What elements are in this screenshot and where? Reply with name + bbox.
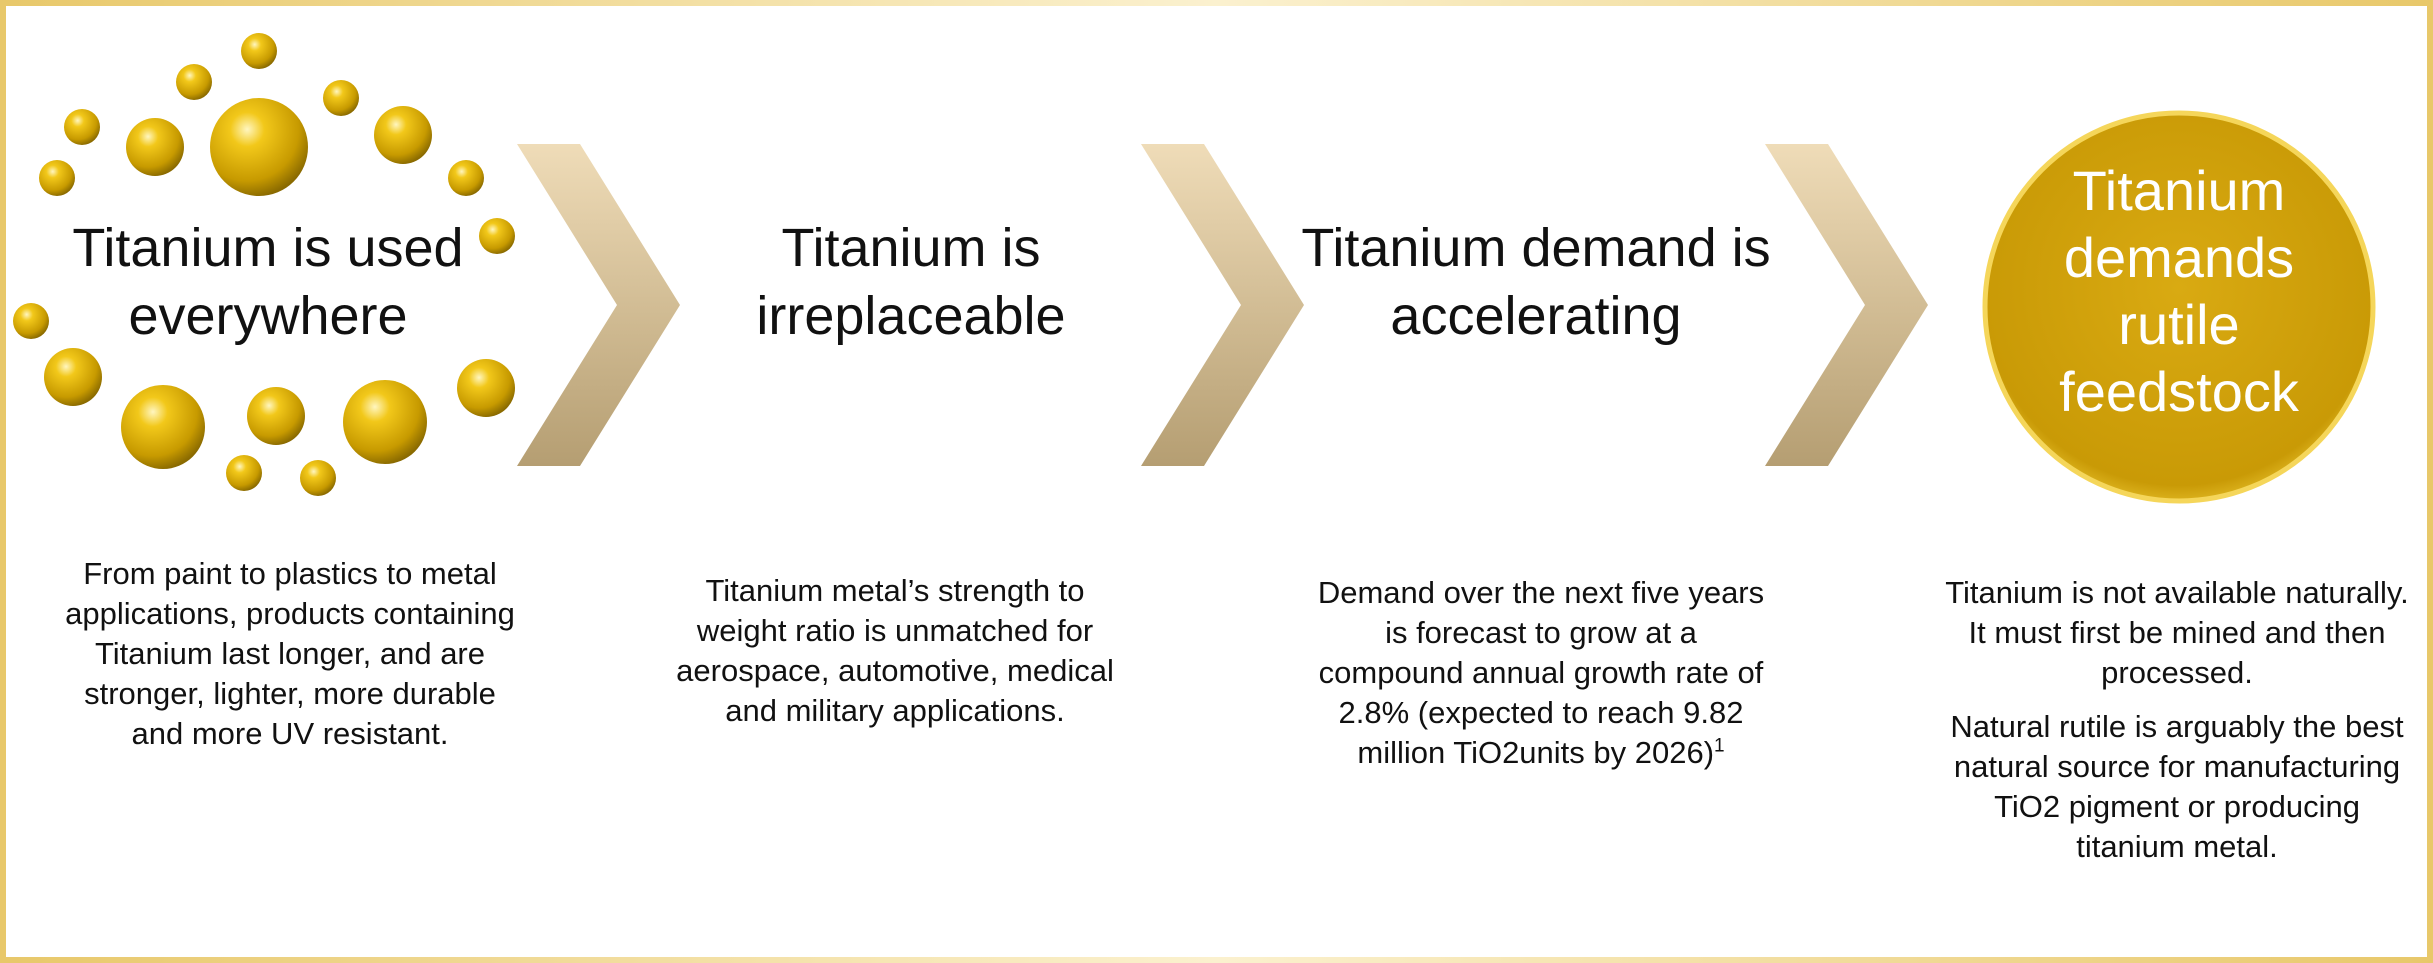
- description-text: Titanium is not available naturally. It …: [1942, 573, 2412, 693]
- step-title: Titanium demand is accelerating: [1296, 214, 1776, 350]
- description-text: Demand over the next five years is forec…: [1316, 573, 1766, 773]
- step-description: Titanium metal’s strength to weight rati…: [660, 571, 1130, 745]
- description-text: Demand over the next five years is forec…: [1318, 575, 1764, 770]
- step-title: Titanium is irreplaceable: [691, 214, 1131, 350]
- chevron: [1765, 144, 1928, 466]
- chevron: [1141, 144, 1304, 466]
- description-text: Titanium metal’s strength to weight rati…: [660, 571, 1130, 731]
- description-text: Natural rutile is arguably the best natu…: [1942, 707, 2412, 867]
- step-description: Titanium is not available naturally. It …: [1942, 573, 2412, 881]
- chevron: [517, 144, 680, 466]
- slide: Titanium is used everywhere Titanium is …: [0, 0, 2433, 963]
- step-description: Demand over the next five years is forec…: [1316, 573, 1766, 787]
- step-description: From paint to plastics to metal applicat…: [60, 554, 520, 768]
- footnote-marker: 1: [1714, 736, 1725, 757]
- step-title: Titanium is used everywhere: [48, 214, 488, 350]
- description-text: From paint to plastics to metal applicat…: [60, 554, 520, 754]
- step-title: Titanium demands rutile feedstock: [2004, 157, 2354, 425]
